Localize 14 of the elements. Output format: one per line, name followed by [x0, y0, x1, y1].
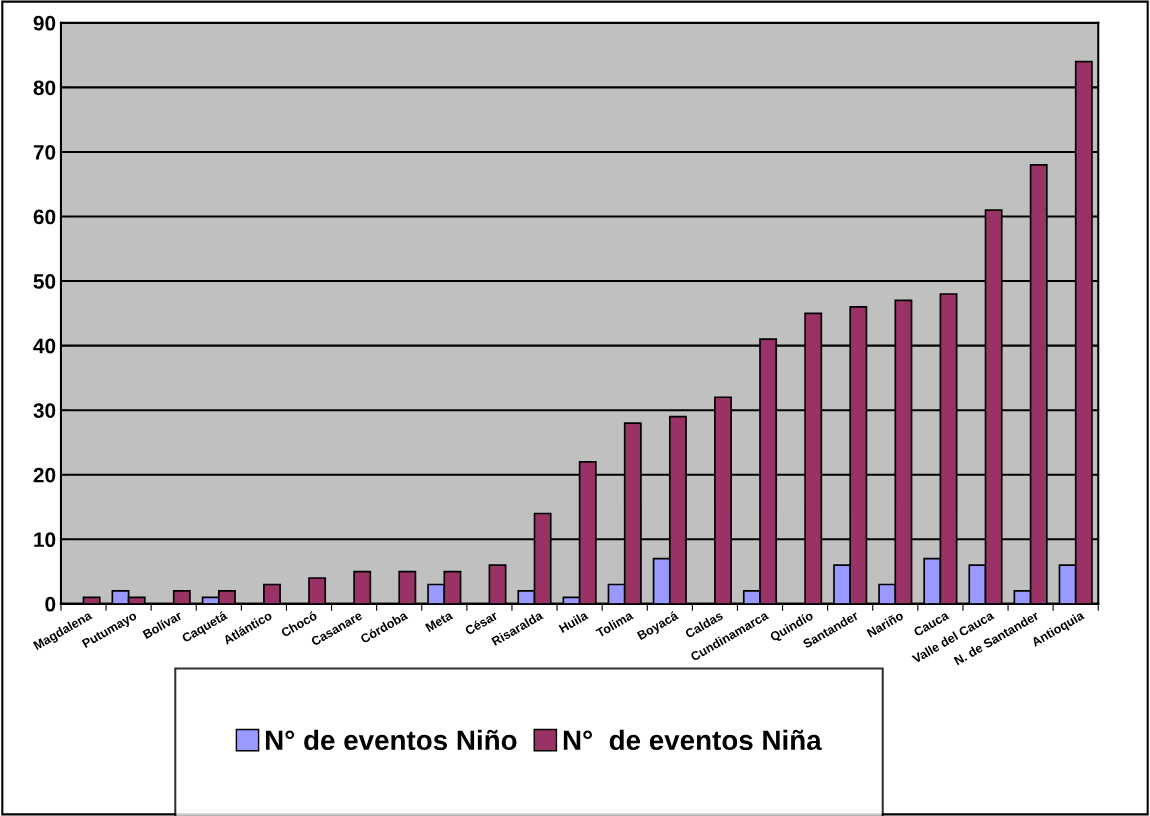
- y-tick-label: 10: [34, 532, 56, 548]
- y-tick-label: 70: [33, 144, 56, 160]
- y-tick-label: 90: [33, 15, 56, 31]
- legend-label: N° de eventos Niño: [266, 729, 517, 751]
- legend-label: N° de eventos Niña: [563, 729, 822, 751]
- x-tick-label: Huila: [558, 610, 589, 634]
- y-tick-label: 40: [33, 338, 56, 354]
- y-tick-label: 80: [33, 80, 56, 96]
- y-tick-label: 30: [33, 403, 56, 418]
- y-tick-label: 20: [33, 467, 56, 483]
- y-tick-label: 0: [45, 596, 56, 612]
- y-tick-label: 60: [33, 209, 56, 225]
- x-tick-label: Meta: [425, 610, 454, 633]
- y-tick-label: 50: [33, 274, 56, 289]
